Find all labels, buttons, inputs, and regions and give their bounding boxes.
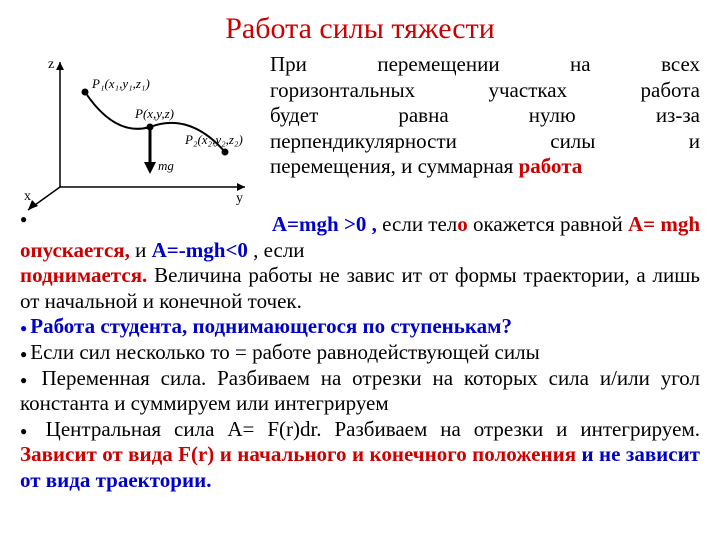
bullet-1: A=mgh >0 , если тело окажется равной А= … — [20, 212, 700, 263]
bullet-5: Центральная сила A= F(r)dr. Разбиваем на… — [20, 417, 700, 494]
trajectory-diagram: z y x P₁(x₁,y₁,z₁) P(x,y,z) P₂(x₂,y₂,z₂)… — [20, 52, 260, 212]
bullet-2: Работа студента, поднимающегося по ступе… — [20, 314, 700, 340]
mg-label: mg — [158, 158, 174, 173]
axis-y-label: y — [236, 191, 243, 206]
top-section: z y x P₁(x₁,y₁,z₁) P(x,y,z) P₂(x₂,y₂,z₂)… — [20, 52, 700, 212]
p1-label: P₁(x₁,y₁,z₁) — [91, 76, 150, 91]
paragraph-2: поднимается. Величина работы не завис ит… — [20, 263, 700, 314]
p-label: P(x,y,z) — [134, 106, 174, 121]
intro-paragraph: Приперемещениинавсех горизонтальныхучаст… — [270, 52, 700, 212]
page-title: Работа силы тяжести — [20, 12, 700, 46]
bullet-4: Переменная сила. Разбиваем на отрезки на… — [20, 366, 700, 417]
axis-x-label: x — [24, 189, 31, 204]
axis-z-label: z — [48, 57, 54, 72]
p2-label: P₂(x₂,y₂,z₂) — [184, 132, 243, 147]
bullet-3: Если сил несколько то = работе равнодейс… — [20, 340, 700, 366]
